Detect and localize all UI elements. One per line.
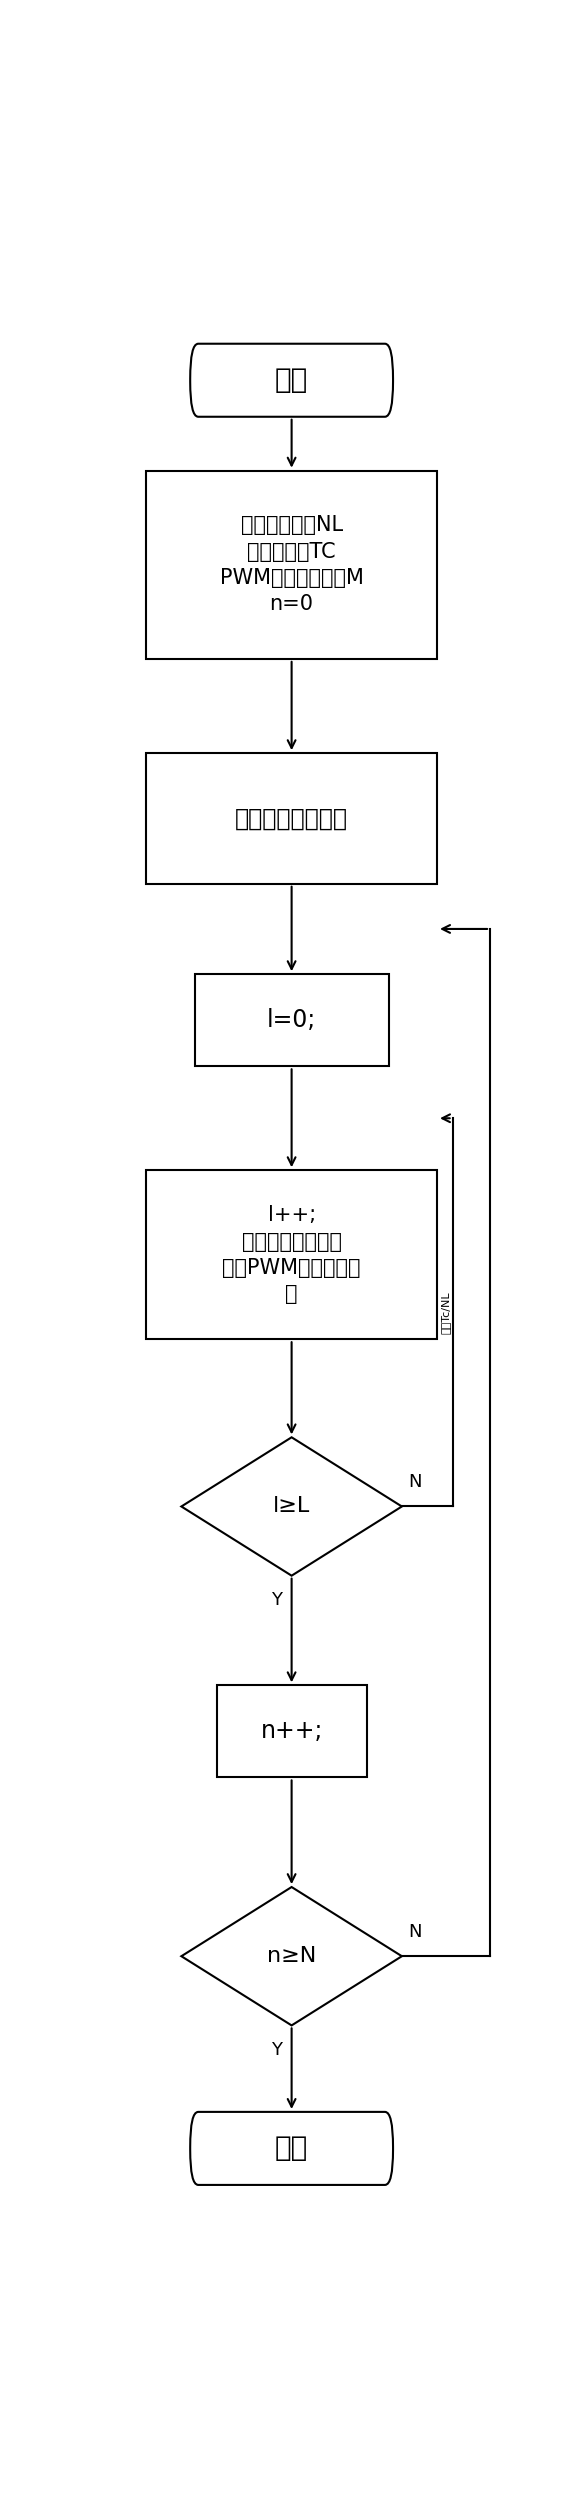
Text: 开始: 开始 — [275, 367, 308, 394]
FancyBboxPatch shape — [146, 472, 437, 659]
Polygon shape — [182, 1438, 402, 1575]
Text: n++;: n++; — [261, 1720, 323, 1742]
Text: Y: Y — [271, 2042, 282, 2059]
Text: 结束: 结束 — [275, 2134, 308, 2162]
FancyBboxPatch shape — [190, 2112, 393, 2184]
FancyBboxPatch shape — [146, 1171, 437, 1340]
Text: N: N — [409, 1473, 422, 1490]
FancyBboxPatch shape — [195, 973, 389, 1066]
Text: 延续Tc/NL: 延续Tc/NL — [440, 1290, 451, 1333]
FancyBboxPatch shape — [190, 344, 393, 417]
FancyBboxPatch shape — [217, 1685, 366, 1777]
Text: n≥N: n≥N — [267, 1947, 316, 1967]
Text: l≥L: l≥L — [273, 1498, 310, 1518]
Text: Y: Y — [271, 1590, 282, 1610]
Polygon shape — [182, 1887, 402, 2024]
Text: 调光总等级数NL
调光总时间TC
PWM波产生寄存器M
n=0: 调光总等级数NL 调光总时间TC PWM波产生寄存器M n=0 — [220, 514, 364, 614]
Text: l=0;: l=0; — [267, 1008, 316, 1033]
Text: N: N — [409, 1922, 422, 1942]
Text: 计算调光等级时间: 计算调光等级时间 — [235, 806, 348, 831]
FancyBboxPatch shape — [146, 754, 437, 884]
Text: l++;
计算比较寄存器值
设置PWM波实际占空
比: l++; 计算比较寄存器值 设置PWM波实际占空 比 — [222, 1206, 361, 1305]
